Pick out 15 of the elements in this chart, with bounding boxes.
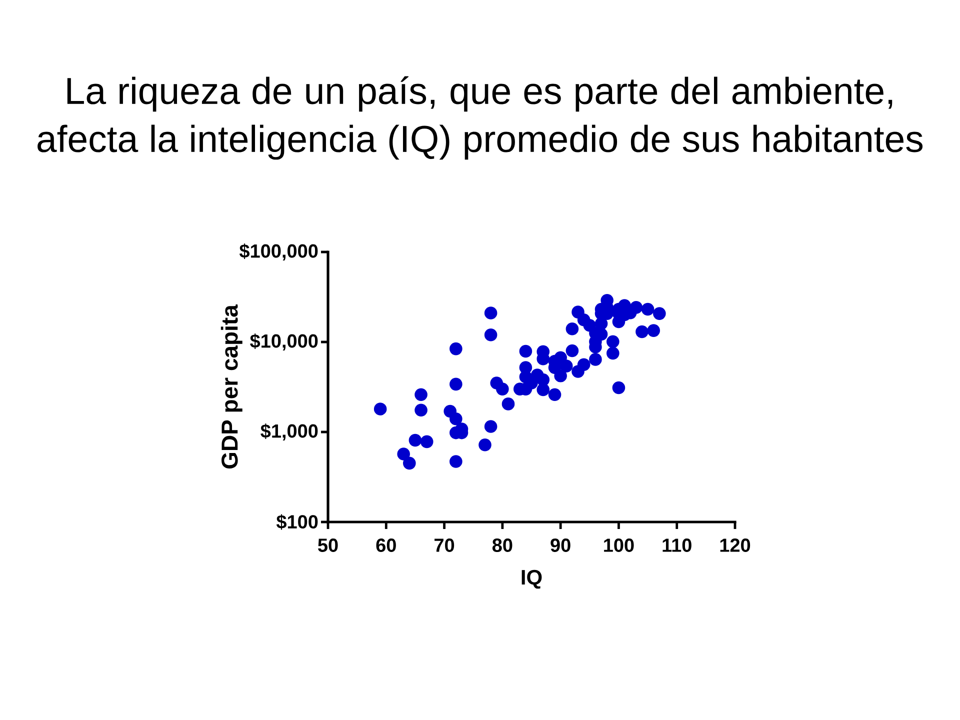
x-tick-label: 110 — [662, 538, 692, 552]
x-tick-label: 70 — [434, 538, 454, 552]
x-tick-label: 60 — [376, 538, 396, 552]
x-tick-label: 100 — [604, 538, 634, 552]
chart-title: La riqueza de un país, que es parte del ambiente, afecta la inteligencia (IQ) promedio de sus habitantes — [38, 76, 923, 160]
y-tick-label: $1,000 — [260, 423, 318, 441]
x-axis-title: IQ — [522, 570, 542, 589]
x-tick-label: 120 — [720, 538, 750, 552]
x-tick-label: 80 — [492, 538, 512, 552]
x-tick-label: 50 — [318, 538, 338, 552]
y-tick-label: $100,000 — [239, 243, 318, 261]
y-tick-label: $100 — [276, 514, 318, 530]
x-tick-label: 90 — [550, 538, 570, 552]
y-axis-title: GDP per capita — [220, 304, 242, 468]
y-tick-label: $10,000 — [250, 333, 318, 351]
